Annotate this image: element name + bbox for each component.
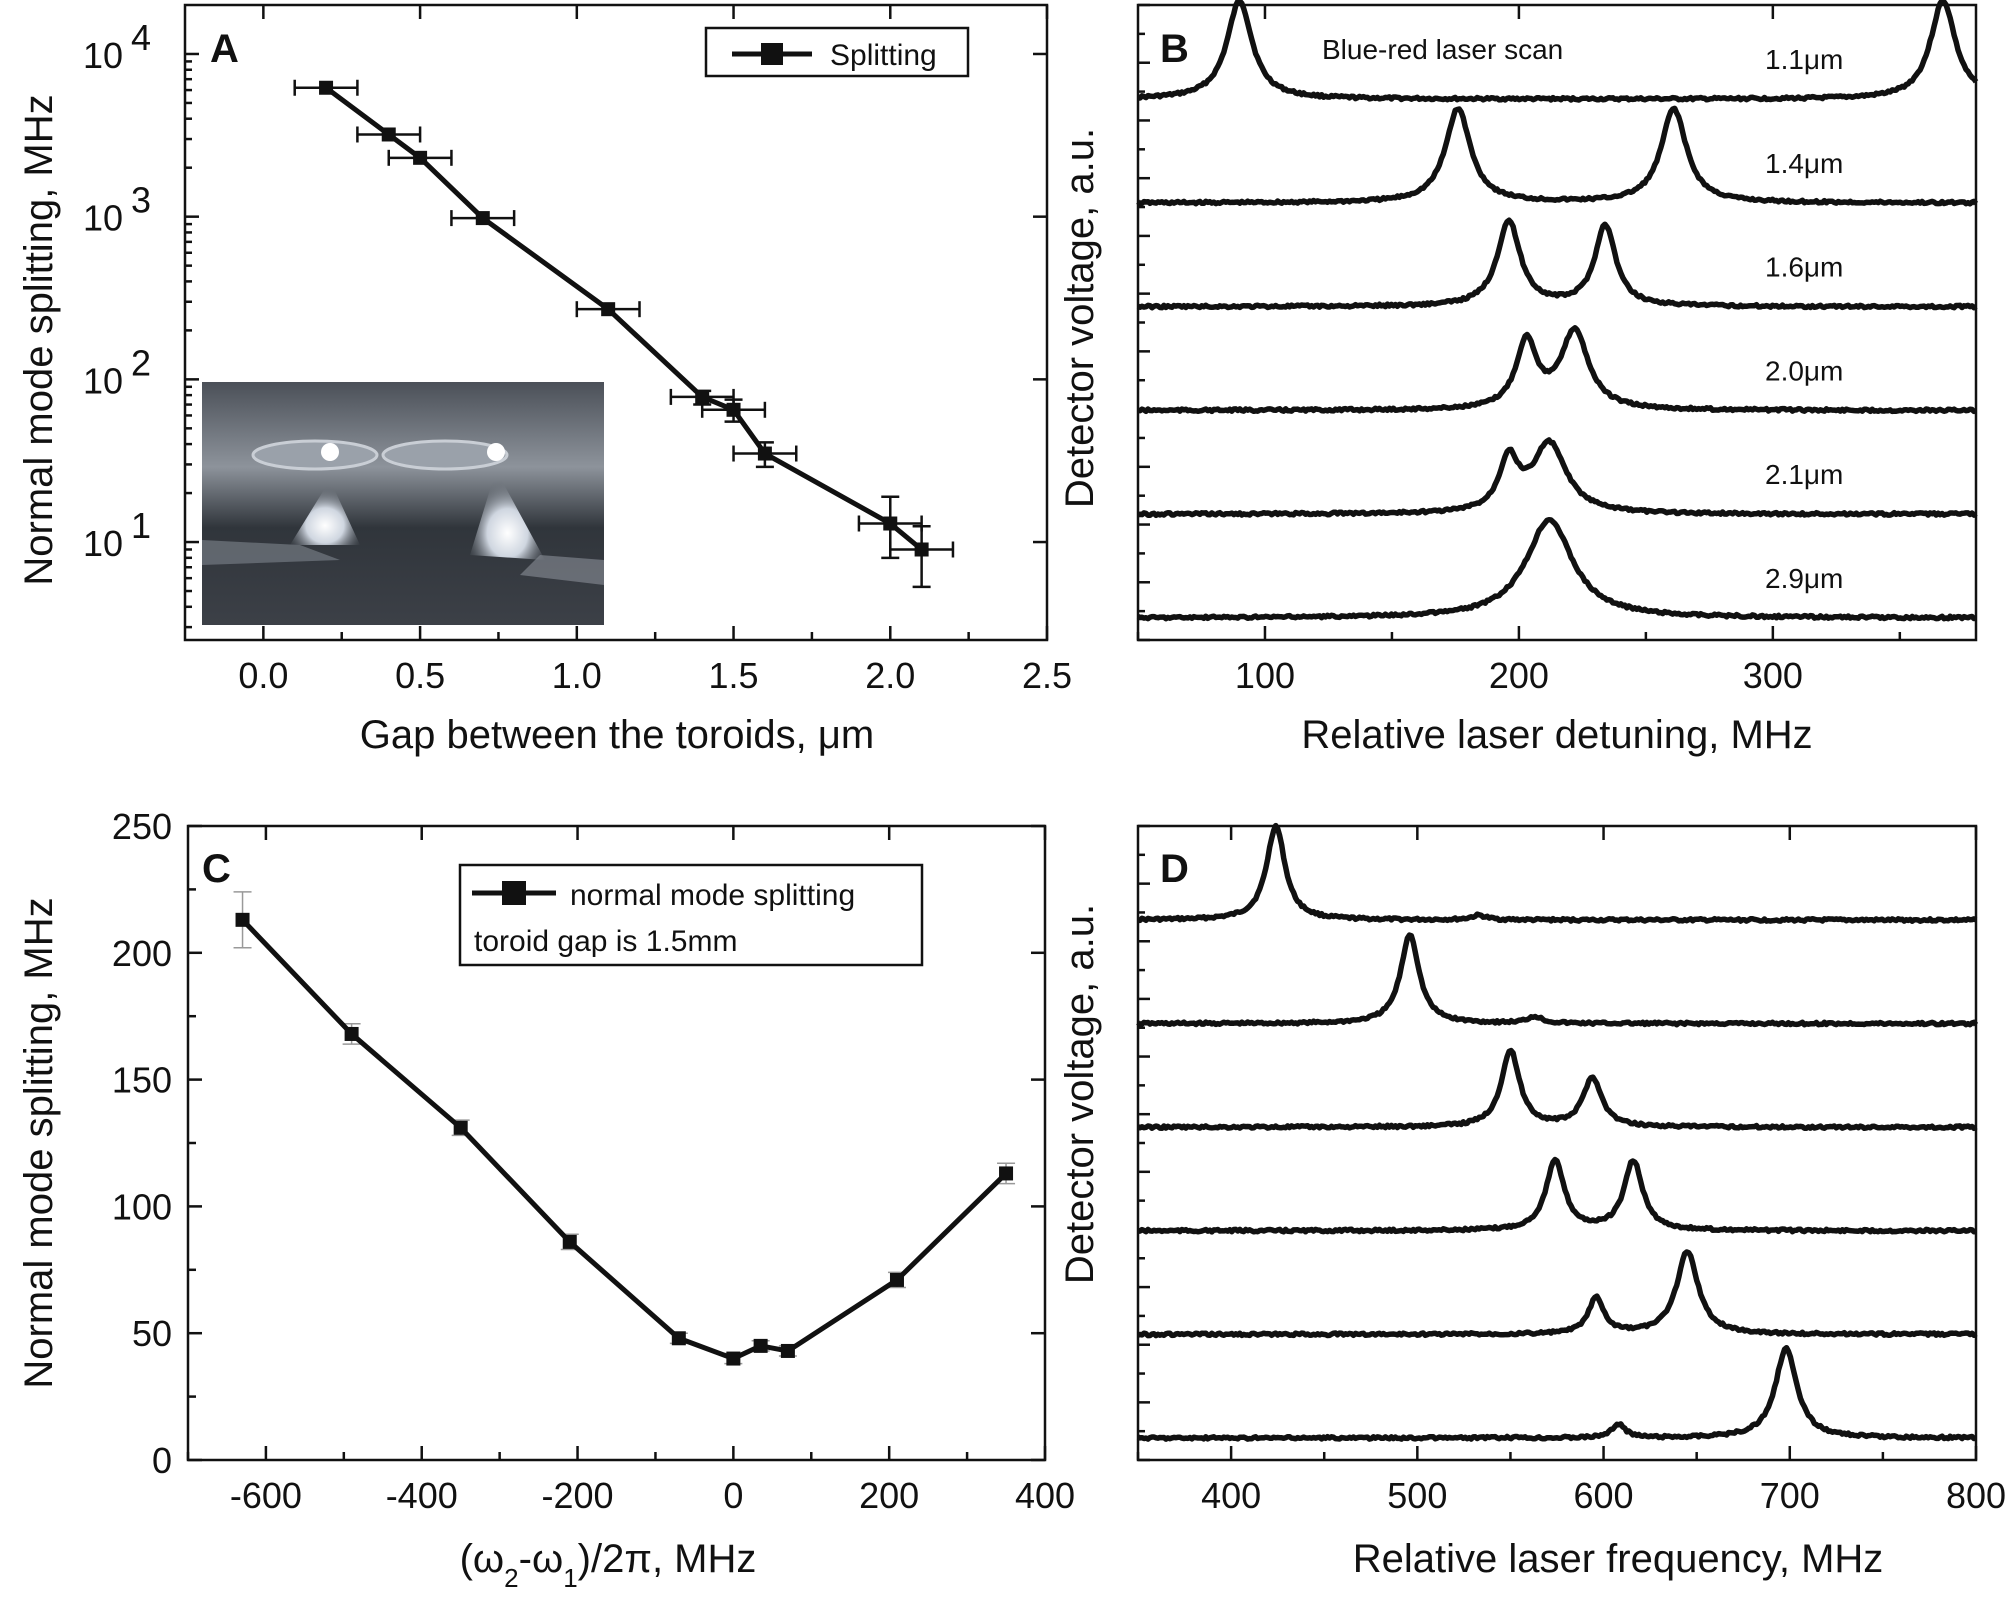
panel-b-trace — [1137, 0, 1979, 103]
panel-d-trace — [1136, 932, 1979, 1028]
panel-b-annotation: Blue-red laser scan — [1322, 34, 1563, 65]
panel-b-xlabel: Relative laser detuning, MHz — [1301, 713, 1812, 757]
panel-c-series-line — [240, 918, 1008, 1362]
panel-a-ytick-exponent: 3 — [131, 180, 151, 221]
panel-d-trace — [1136, 1344, 1977, 1442]
panel-d-ylabel: Detector voltage, a.u. — [1058, 904, 1102, 1284]
panel-a-ylabel: Normal mode splitting, MHz — [17, 94, 61, 585]
panel-b-trace — [1136, 217, 1978, 311]
panel-b-trace — [1136, 105, 1979, 207]
panel-c-legend-note: toroid gap is 1.5mm — [474, 925, 737, 958]
panel-c-point — [780, 1343, 795, 1358]
panel-c: -600 -400 -200 0 200 400 0 50 100 150 200 250 norm… — [17, 806, 1075, 1593]
panel-a-point — [726, 402, 741, 417]
panel-a-xlabel: Gap between the toroids, μm — [360, 713, 874, 757]
panel-b-trace-label: 1.6μm — [1765, 252, 1843, 283]
panel-c-ytick-label: 250 — [112, 806, 172, 847]
panel-d: 400 500 600 700 800 D Relative laser frequen… — [1058, 822, 2006, 1581]
panel-c-ytick-label: 100 — [112, 1186, 172, 1227]
panel-c-xtick-label: -200 — [542, 1475, 614, 1516]
panel-c-ytick-label: 150 — [112, 1060, 172, 1101]
panel-b-trace — [1136, 516, 1977, 622]
panel-d-trace — [1137, 822, 1978, 924]
panel-d-letter: D — [1160, 847, 1189, 891]
panel-a-point — [757, 446, 772, 461]
panel-b-letter: B — [1160, 27, 1189, 71]
panel-d-xtick-label: 700 — [1760, 1475, 1820, 1516]
panel-c-ytick-label: 200 — [112, 933, 172, 974]
panel-d-trace — [1137, 1156, 1977, 1235]
panel-a-letter: A — [210, 27, 239, 71]
panel-b-trace-label: 2.1μm — [1765, 459, 1843, 490]
panel-a-point — [319, 80, 334, 95]
panel-a-legend-label: Splitting — [830, 39, 937, 72]
panel-a-ytick-exponent: 1 — [131, 505, 151, 546]
panel-a-xtick-label: 0.5 — [395, 655, 445, 696]
panel-c-legend: normal mode splitting toroid gap is 1.5m… — [458, 863, 924, 967]
panel-c-point — [671, 1331, 686, 1346]
panel-b-ylabel: Detector voltage, a.u. — [1058, 128, 1102, 508]
panel-a-xtick-label: 2.0 — [865, 655, 915, 696]
panel-b-xtick-label: 300 — [1743, 655, 1803, 696]
panel-c-point — [344, 1026, 359, 1041]
panel-a-ytick-exponent: 4 — [131, 17, 151, 58]
panel-d-trace — [1136, 1047, 1978, 1132]
panel-c-legend-label: normal mode splitting — [570, 879, 855, 912]
panel-a-ytick-label: 10 — [83, 523, 123, 564]
panel-a-ytick-label: 10 — [83, 198, 123, 239]
panel-a-point — [413, 150, 428, 165]
panel-a-point — [381, 127, 396, 142]
panel-a-point — [601, 302, 616, 317]
panel-c-point — [999, 1166, 1014, 1181]
panel-b-trace — [1137, 325, 1977, 415]
panel-b-trace-label: 2.9μm — [1765, 563, 1843, 594]
panel-a-point — [475, 211, 490, 226]
panel-c-ylabel: Normal mode splitting, MHz — [17, 897, 61, 1388]
panel-c-ytick-label: 50 — [132, 1313, 172, 1354]
panel-c-point — [453, 1120, 468, 1135]
panel-c-xtick-label: -600 — [230, 1475, 302, 1516]
panel-b-trace-label: 2.0μm — [1765, 355, 1843, 386]
panel-d-xtick-label: 800 — [1946, 1475, 2006, 1516]
panel-a-xtick-label: 1.0 — [552, 655, 602, 696]
panel-a-xtick-label: 1.5 — [709, 655, 759, 696]
panel-a-point — [695, 389, 710, 404]
panel-a-inset-photo — [202, 382, 604, 625]
panel-d-trace — [1137, 1249, 1978, 1339]
panel-c-xtick-label: 200 — [859, 1475, 919, 1516]
panel-c-ytick-label: 0 — [152, 1440, 172, 1481]
panel-d-xtick-label: 400 — [1201, 1475, 1261, 1516]
panel-d-xtick-label: 600 — [1574, 1475, 1634, 1516]
panel-a-point — [914, 542, 929, 557]
panel-b-trace-label: 1.4μm — [1765, 148, 1843, 179]
panel-c-point — [562, 1234, 577, 1249]
panel-c-point — [235, 912, 250, 927]
panel-c-xlabel: (ω2-ω1)/2π, MHz — [460, 1537, 757, 1593]
panel-c-point — [753, 1338, 768, 1353]
panel-c-point — [726, 1351, 741, 1366]
panel-a-xtick-label: 2.5 — [1022, 655, 1072, 696]
panel-a-frame — [183, 3, 1049, 642]
panel-b-xtick-label: 100 — [1235, 655, 1295, 696]
panel-a-series-line — [324, 85, 924, 552]
panel-c-letter: C — [202, 847, 231, 891]
panel-a-ytick-exponent: 2 — [131, 342, 151, 383]
panel-b-trace — [1137, 437, 1978, 519]
panel-a-point — [883, 516, 898, 531]
panel-b-xtick-label: 200 — [1489, 655, 1549, 696]
panel-c-xtick-label: 0 — [723, 1475, 743, 1516]
panel-c-point — [889, 1272, 904, 1287]
panel-a-ytick-label: 10 — [83, 360, 123, 401]
panel-c-xtick-label: 400 — [1015, 1475, 1075, 1516]
panel-b-trace-label: 1.1μm — [1765, 44, 1843, 75]
panel-a-ytick-label: 10 — [83, 35, 123, 76]
panel-c-xtick-label: -400 — [386, 1475, 458, 1516]
panel-a-xtick-label: 0.0 — [238, 655, 288, 696]
panel-d-xlabel: Relative laser frequency, MHz — [1353, 1537, 1884, 1581]
panel-d-xtick-label: 500 — [1387, 1475, 1447, 1516]
panel-a-legend: Splitting — [704, 26, 970, 78]
panel-b: 100 200 300 1.1μm 1.4μm 1.6μm 2.0μm 2.1μm 2.9μm… — [1058, 0, 1979, 757]
